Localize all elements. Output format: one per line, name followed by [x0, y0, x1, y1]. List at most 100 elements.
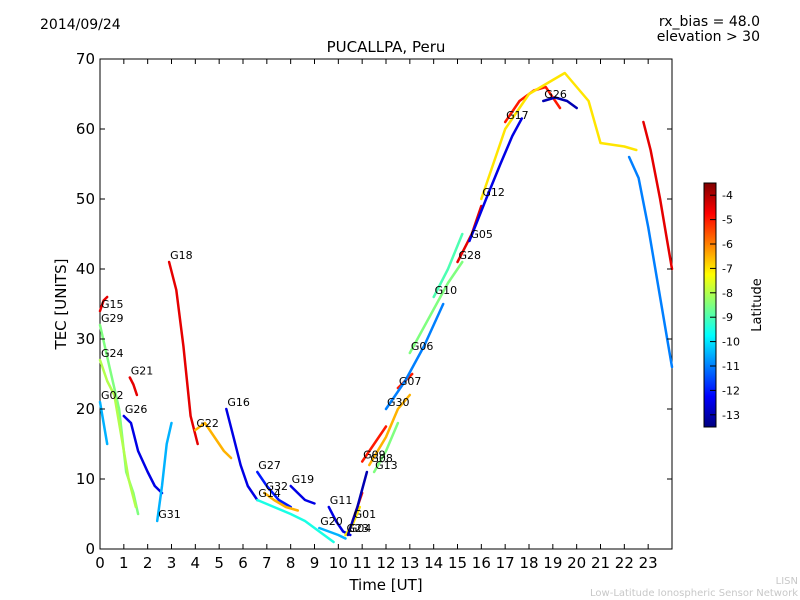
colorbar-ticks: -4 -5 -6 -7 -8 -9 -10 -11 -12 -13 [710, 189, 740, 422]
x-tick-label: 1 [119, 554, 129, 572]
y-tick-label: 30 [76, 330, 95, 348]
series-label: G11 [330, 494, 353, 507]
colorbar-tick-label: -13 [722, 409, 740, 422]
x-tick-label: 10 [329, 554, 348, 572]
x-tick-label: 14 [424, 554, 443, 572]
series-line-g08 [368, 393, 412, 467]
x-tick-label: 6 [238, 554, 248, 572]
y-tick-label: 50 [76, 190, 95, 208]
y-tick-label: 10 [76, 470, 95, 488]
series-label: G28 [459, 249, 482, 262]
y-tick-label: 70 [76, 50, 95, 68]
series-label: G18 [170, 249, 193, 262]
colorbar-tick-label: -12 [722, 384, 740, 397]
x-tick-label: 4 [191, 554, 201, 572]
series-label: G26 [125, 403, 148, 416]
series-label: G16 [227, 396, 250, 409]
series-label: G05 [470, 228, 493, 241]
x-tick-label: 11 [353, 554, 372, 572]
rx-bias-label: rx_bias = 48.0 [658, 14, 760, 30]
series-line-g14 [256, 498, 335, 544]
series-label: G10 [435, 284, 458, 297]
footer-network-name: Low-Latitude Ionospheric Sensor Network [590, 588, 798, 599]
colorbar-tick-label: -10 [722, 336, 740, 349]
series-label: G17 [506, 109, 529, 122]
series-line-g12 [480, 71, 638, 201]
y-tick-label: 0 [85, 540, 95, 558]
series-label: G24 [101, 347, 124, 360]
series-label: G20 [320, 515, 343, 528]
series-label: G22 [196, 417, 219, 430]
colorbar-tick-label: -11 [722, 360, 740, 373]
series-line-g04 [346, 470, 369, 537]
chart-title: PUCALLPA, Peru [327, 38, 446, 56]
series-label: G09 [363, 449, 386, 462]
x-tick-label: 17 [496, 554, 515, 572]
x-tick-label: 16 [472, 554, 491, 572]
series-label: G30 [387, 396, 410, 409]
series-label: G23 [346, 522, 369, 535]
series-line-g05 [468, 117, 524, 243]
y-tick-label: 60 [76, 120, 95, 138]
series-line-g30 [384, 302, 445, 411]
x-tick-label: 5 [214, 554, 224, 572]
colorbar-tick-label: -9 [722, 311, 733, 324]
x-tick-label: 23 [639, 554, 658, 572]
date-label: 2014/09/24 [40, 17, 121, 33]
series-line-g21 [128, 376, 139, 397]
series-line-g09 [360, 425, 388, 463]
series-label: G13 [375, 459, 398, 472]
x-tick-label: 13 [400, 554, 419, 572]
series-line-g15 [98, 295, 109, 313]
colorbar-tick-label: -6 [722, 238, 733, 251]
x-tick-label: 12 [376, 554, 395, 572]
x-tick-label: 0 [95, 554, 105, 572]
series-line-g24 [98, 358, 138, 509]
series-layer [98, 71, 674, 544]
x-tick-label: 18 [519, 554, 538, 572]
series-line-g32 [263, 491, 300, 512]
series-line-g10 [432, 232, 464, 299]
series-label: G07 [399, 375, 422, 388]
series-label: G32 [265, 480, 288, 493]
x-tick-label: 21 [591, 554, 610, 572]
y-axis: 0 10 20 30 40 50 60 70 [76, 50, 672, 558]
series-line-g22 [194, 421, 233, 460]
series-label: G31 [158, 508, 181, 521]
series-line-g13 [372, 421, 400, 474]
x-tick-label: 19 [543, 554, 562, 572]
plot-area [99, 58, 673, 550]
series-line-g26 [542, 96, 578, 110]
x-tick-label: 2 [143, 554, 153, 572]
series-label: G06 [411, 340, 434, 353]
series-line-g06 [408, 260, 464, 355]
series-label: G26 [544, 88, 567, 101]
y-tick-label: 40 [76, 260, 95, 278]
x-tick-label: 7 [262, 554, 272, 572]
series-label: G14 [258, 487, 281, 500]
series-label: G19 [292, 473, 315, 486]
colorbar-tick-label: -5 [722, 214, 733, 227]
series-label: G27 [258, 459, 281, 472]
y-tick-label: 20 [76, 400, 95, 418]
colorbar-tick-label: -4 [722, 189, 733, 202]
elevation-label: elevation > 30 [656, 29, 760, 45]
colorbar-tick-label: -7 [722, 262, 733, 275]
series-label: G01 [354, 508, 377, 521]
colorbar-label: Latitude [750, 278, 765, 332]
x-tick-label: 20 [567, 554, 586, 572]
series-line-g16 [225, 407, 259, 502]
y-axis-label: TEC [UNITS] [52, 259, 70, 351]
series-line-g19 [289, 484, 316, 505]
series-line [642, 120, 674, 271]
series-label: G29 [101, 312, 124, 325]
footer-network-abbrev: LISN [775, 576, 798, 587]
x-axis: 0 1 2 3 4 5 6 7 8 9 10 11 12 13 14 15 16 17 18 19 20 21 22 23 [95, 59, 658, 572]
x-tick-label: 3 [167, 554, 177, 572]
colorbar-tick-label: -8 [722, 287, 733, 300]
x-tick-label: 15 [448, 554, 467, 572]
x-tick-label: 22 [615, 554, 634, 572]
series-line-g27 [256, 470, 292, 509]
series-line [627, 155, 674, 369]
